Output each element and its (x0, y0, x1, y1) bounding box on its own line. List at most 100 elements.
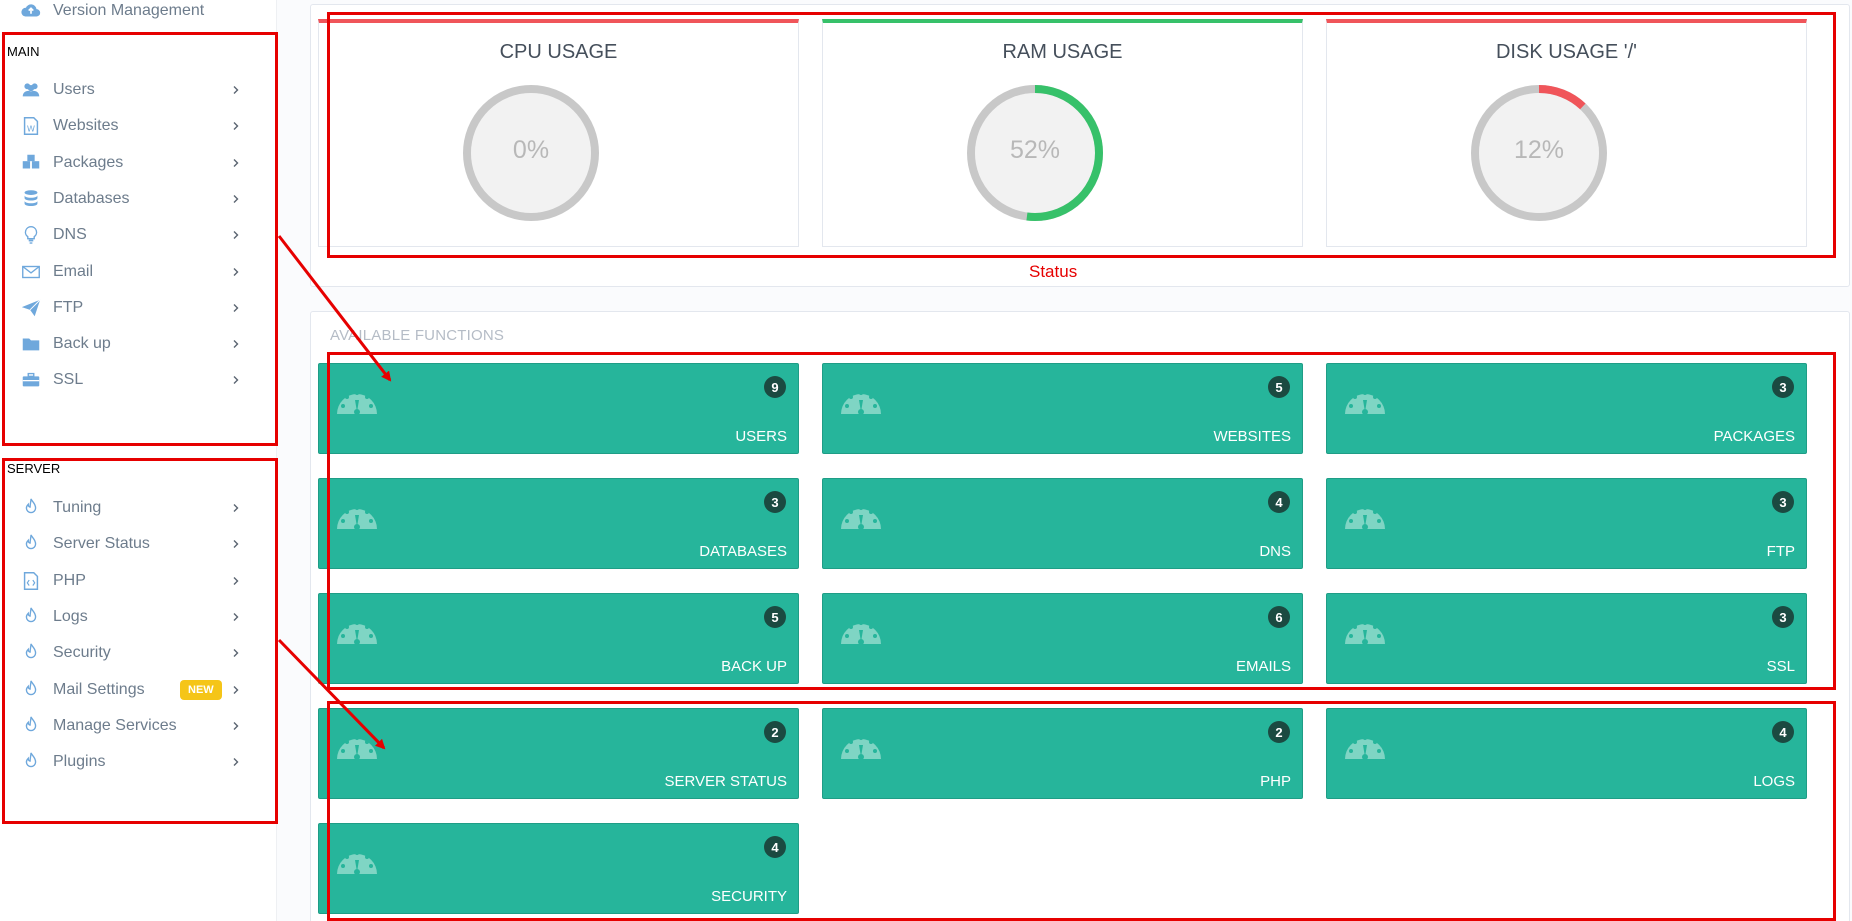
count-badge: 5 (1268, 376, 1290, 398)
svg-text:W: W (27, 124, 35, 134)
sidebar-item-label: Security (53, 644, 111, 662)
sidebar-item-email[interactable]: Email (0, 254, 262, 290)
stat-card-title: CPU USAGE (499, 41, 618, 63)
function-tile-label: DNS (1259, 543, 1291, 560)
sidebar-item-server-status[interactable]: Server Status (0, 526, 262, 562)
function-tile-packages[interactable]: 3 PACKAGES (1326, 363, 1807, 454)
function-tile-security[interactable]: 4 SECURITY (318, 823, 799, 914)
sidebar-item-ssl[interactable]: SSL (0, 362, 262, 398)
count-badge: 4 (1772, 721, 1794, 743)
sidebar-item-php[interactable]: PHP (0, 563, 262, 599)
sidebar-item-packages[interactable]: Packages (0, 145, 262, 181)
sidebar-item-mail-settings[interactable]: Mail Settings NEW (0, 672, 262, 708)
sidebar-item-label: Tuning (53, 499, 102, 516)
envelope-icon (20, 261, 42, 283)
function-tile-php[interactable]: 2 PHP (822, 708, 1303, 799)
gauge: 0% (459, 81, 603, 225)
sidebar-item-tuning[interactable]: Tuning (0, 490, 262, 526)
sidebar-item-label: FTP (53, 298, 84, 316)
new-badge: NEW (180, 679, 222, 700)
annotation-label-status: Status (1029, 262, 1078, 281)
sidebar-item-label: Users (53, 81, 95, 98)
function-tile-label: PACKAGES (1713, 428, 1795, 445)
function-tile-label: LOGS (1753, 773, 1795, 790)
section-title-server: SERVER (7, 461, 61, 476)
users-icon (20, 79, 42, 101)
sidebar-item-manage-services[interactable]: Manage Services (0, 708, 262, 744)
dashboard-gauge-icon (839, 612, 883, 646)
count-badge: 4 (764, 836, 786, 858)
sidebar-item-users[interactable]: Users (0, 72, 262, 108)
function-tile-label: DATABASES (699, 543, 787, 560)
sidebar-item-dns[interactable]: DNS (0, 217, 262, 253)
flame-icon (20, 533, 42, 555)
gauge-value: 52% (1009, 136, 1061, 164)
flame-icon (20, 715, 42, 737)
sidebar-item-ftp[interactable]: FTP (0, 290, 262, 326)
dashboard-gauge-icon (839, 497, 883, 531)
function-tile-label: BACK UP (721, 658, 787, 675)
sidebar-item-label: Email (53, 262, 94, 280)
stat-card-disk-usage: DISK USAGE '/' 12% (1326, 19, 1807, 247)
sidebar-item-databases[interactable]: Databases (0, 181, 262, 217)
chevron-right-icon (230, 157, 242, 169)
sidebar-item-security[interactable]: Security (0, 635, 262, 671)
sidebar-item-websites[interactable]: W Websites (0, 108, 262, 144)
sidebar-item-label: Version Management (53, 2, 205, 19)
function-tile-label: FTP (1766, 543, 1795, 560)
folder-icon (20, 333, 42, 355)
function-tile-logs[interactable]: 4 LOGS (1326, 708, 1807, 799)
status-panel: CPU USAGE 0% RAM USAGE 52% DISK USAGE '/' 12% (310, 4, 1850, 287)
flame-icon (20, 642, 42, 664)
website-doc-icon: W (20, 115, 42, 137)
function-tile-dns[interactable]: 4 DNS (822, 478, 1303, 569)
count-badge: 3 (1772, 491, 1794, 513)
annotation-box-server-functions (327, 701, 1836, 921)
flame-icon (20, 497, 42, 519)
function-tile-websites[interactable]: 5 WEBSITES (822, 363, 1303, 454)
chevron-right-icon (230, 229, 242, 241)
chevron-right-icon (230, 193, 242, 205)
dashboard-gauge-icon (1343, 727, 1387, 761)
gauge-fill (1479, 93, 1599, 213)
function-tile-label: EMAILS (1235, 658, 1291, 675)
code-file-icon (20, 570, 42, 592)
chevron-right-icon (230, 302, 242, 314)
chevron-right-icon (230, 611, 242, 623)
flame-icon (20, 679, 42, 701)
function-tile-ftp[interactable]: 3 FTP (1326, 478, 1807, 569)
count-badge: 2 (764, 721, 786, 743)
sidebar-item-back-up[interactable]: Back up (0, 326, 262, 362)
annotation-box-main-functions (327, 352, 1836, 690)
chevron-right-icon (230, 684, 242, 696)
sidebar-item-label: Databases (53, 189, 130, 207)
gauge-value: 12% (1513, 136, 1565, 164)
functions-panel: AVAILABLE FUNCTIONS 9 USERS 5 WEBSITES 3 PACK… (310, 311, 1850, 921)
dashboard-gauge-icon (839, 382, 883, 416)
function-tile-users[interactable]: 9 USERS (318, 363, 799, 454)
dashboard-gauge-icon (335, 497, 379, 531)
count-badge: 6 (1268, 606, 1290, 628)
sidebar-item-label: Mail Settings (53, 680, 145, 698)
chevron-right-icon (230, 266, 242, 278)
sidebar-item-label: Websites (53, 117, 119, 135)
sidebar-item-label: Back up (53, 335, 111, 353)
gauge-value: 0% (512, 136, 550, 164)
function-tile-label: WEBSITES (1213, 428, 1291, 445)
section-title-functions: AVAILABLE FUNCTIONS (330, 327, 505, 344)
dashboard-gauge-icon (1343, 382, 1387, 416)
chevron-right-icon (230, 538, 242, 550)
sidebar-item-label: Manage Services (53, 716, 177, 734)
function-tile-ssl[interactable]: 3 SSL (1326, 593, 1807, 684)
function-tile-back-up[interactable]: 5 BACK UP (318, 593, 799, 684)
function-tile-databases[interactable]: 3 DATABASES (318, 478, 799, 569)
sidebar-item-plugins[interactable]: Plugins (0, 744, 262, 780)
count-badge: 3 (1772, 606, 1794, 628)
function-tile-label: SECURITY (711, 888, 787, 905)
function-tile-emails[interactable]: 6 EMAILS (822, 593, 1303, 684)
function-tile-server-status[interactable]: 2 SERVER STATUS (318, 708, 799, 799)
sidebar-item-logs[interactable]: Logs (0, 599, 262, 635)
annotation-box-server (2, 458, 278, 824)
sidebar-item-version-management[interactable]: Version Management (0, 0, 262, 29)
database-icon (20, 188, 42, 210)
